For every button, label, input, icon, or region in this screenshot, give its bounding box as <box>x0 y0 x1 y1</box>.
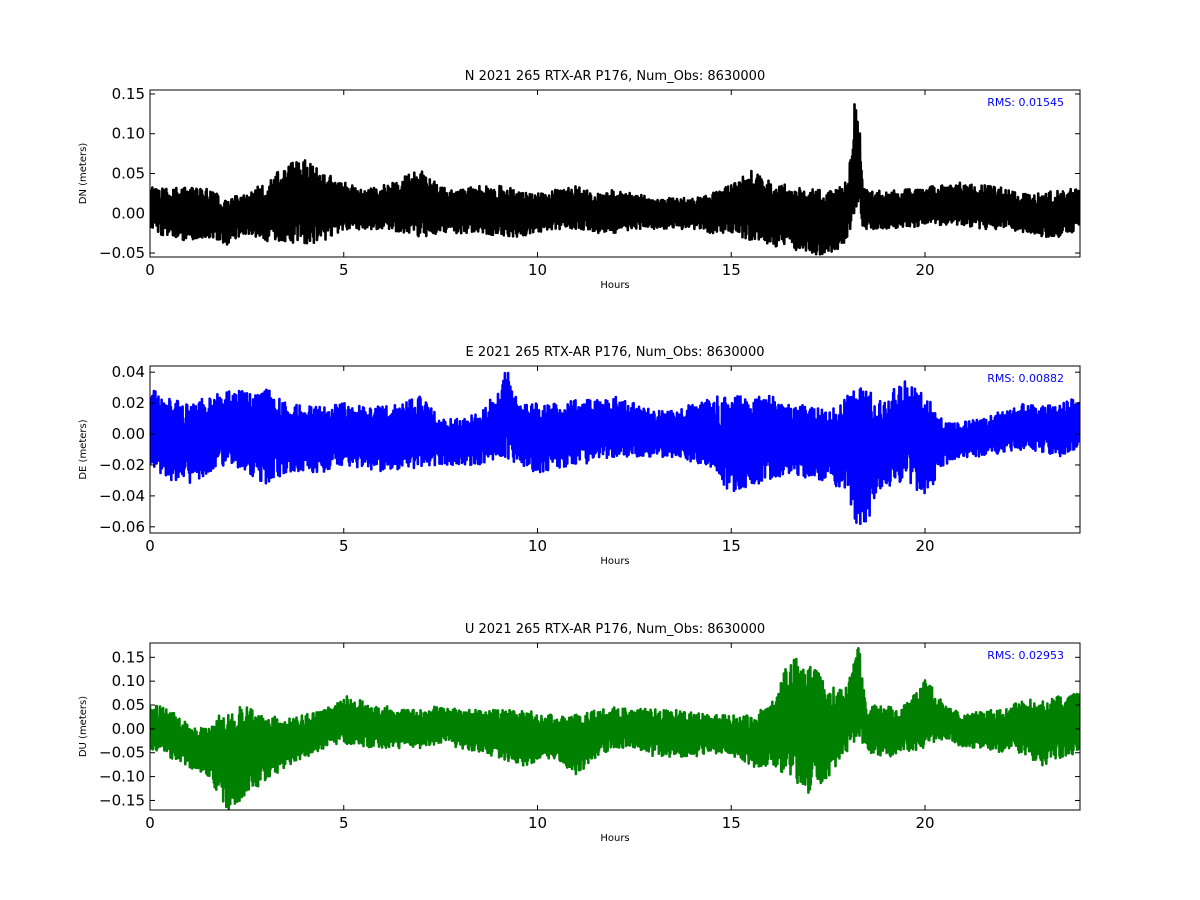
plot-frame <box>149 642 1081 811</box>
y-axis-label: DN (meters) <box>78 143 89 205</box>
x-axis-label: Hours <box>600 833 629 844</box>
x-tick-label: 5 <box>339 261 349 279</box>
y-tick-label: 0.00 <box>112 720 145 738</box>
y-tick-label: 0.02 <box>112 394 145 412</box>
y-axis-label: DE (meters) <box>78 419 89 479</box>
y-tick-label: −0.15 <box>99 791 145 809</box>
subplot-1: 0 5 10 15 20 −0.05 0.00 0.05 0.10 0.15 N 2021 265 … <box>78 69 1081 291</box>
x-tick-label: 20 <box>915 261 934 279</box>
y-tick-label: −0.02 <box>99 456 145 474</box>
y-tick-label: 0.15 <box>112 85 145 103</box>
x-tick-label: 10 <box>528 537 547 555</box>
x-tick-label: 0 <box>145 814 155 832</box>
y-tick-label: 0.15 <box>112 648 145 666</box>
subplot-title: U 2021 265 RTX-AR P176, Num_Obs: 8630000 <box>465 622 765 637</box>
x-axis-label: Hours <box>600 556 629 567</box>
series-line <box>150 103 1080 256</box>
x-tick-label: 20 <box>915 537 934 555</box>
series-line <box>150 647 1080 810</box>
x-tick-label: 15 <box>722 814 741 832</box>
y-tick-label: −0.05 <box>99 744 145 762</box>
x-tick-label: 0 <box>145 537 155 555</box>
series-line <box>150 371 1080 526</box>
y-tick-label: 0.00 <box>112 204 145 222</box>
x-tick-label: 0 <box>145 261 155 279</box>
x-tick-label: 10 <box>528 814 547 832</box>
y-tick-label: 0.00 <box>112 425 145 443</box>
x-tick-label: 5 <box>339 814 349 832</box>
x-tick-label: 20 <box>915 814 934 832</box>
y-tick-label: 0.04 <box>112 363 145 381</box>
x-tick-label: 10 <box>528 261 547 279</box>
plot-frame <box>149 365 1081 534</box>
y-tick-label: 0.10 <box>112 125 145 143</box>
rms-annotation: RMS: 0.00882 <box>987 372 1064 385</box>
y-tick-label: 0.05 <box>112 696 145 714</box>
y-axis-label: DU (meters) <box>78 696 89 757</box>
subplot-3: 0 5 10 15 20 −0.15 −0.10 −0.05 0.00 0.05 0.10 0.15 U… <box>78 622 1081 844</box>
y-tick-label: −0.04 <box>99 487 145 505</box>
y-tick-label: 0.05 <box>112 165 145 183</box>
y-tick-label: −0.06 <box>99 518 145 536</box>
rms-annotation: RMS: 0.01545 <box>987 96 1064 109</box>
y-tick-label: −0.05 <box>99 244 145 262</box>
subplot-2: 0 5 10 15 20 −0.06 −0.04 −0.02 0.00 0.02 0.04 E 202… <box>78 345 1081 567</box>
subplot-title: E 2021 265 RTX-AR P176, Num_Obs: 8630000 <box>466 345 765 360</box>
x-tick-label: 15 <box>722 537 741 555</box>
x-tick-label: 5 <box>339 537 349 555</box>
y-tick-label: −0.10 <box>99 768 145 786</box>
x-tick-label: 15 <box>722 261 741 279</box>
rms-annotation: RMS: 0.02953 <box>987 649 1064 662</box>
subplot-title: N 2021 265 RTX-AR P176, Num_Obs: 8630000 <box>465 69 765 84</box>
y-tick-label: 0.10 <box>112 672 145 690</box>
x-axis-label: Hours <box>600 280 629 291</box>
